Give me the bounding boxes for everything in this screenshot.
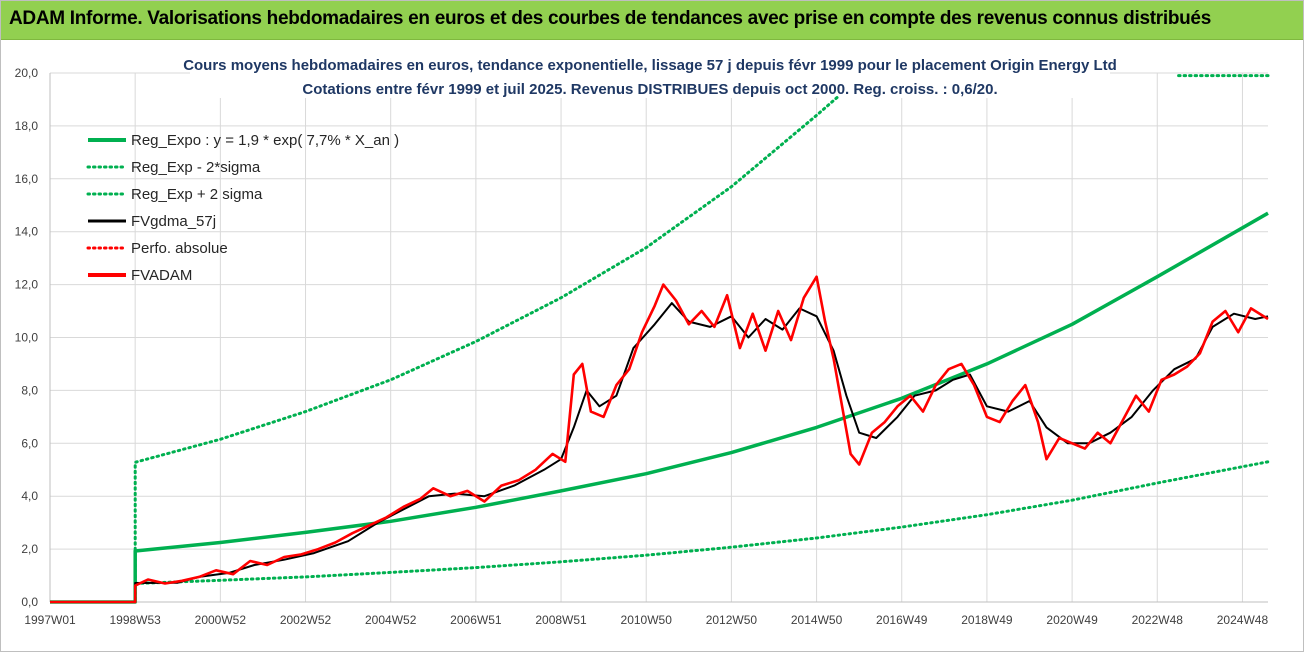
legend-label-perfo-absolue: Perfo. absolue bbox=[131, 240, 228, 257]
x-tick-label: 2020W49 bbox=[1046, 613, 1098, 627]
y-tick-label: 12,0 bbox=[15, 278, 39, 292]
series-line-fvgdma-57j bbox=[50, 302, 1269, 603]
chart-subtitle-line1: Cours moyens hebdomadaires en euros, ten… bbox=[183, 57, 1117, 74]
x-tick-label: 2006W51 bbox=[450, 613, 502, 627]
y-tick-label: 4,0 bbox=[21, 489, 38, 503]
x-tick-label: 2018W49 bbox=[961, 613, 1013, 627]
x-tick-label: 2016W49 bbox=[876, 613, 928, 627]
series-line-fvadam bbox=[50, 275, 1269, 604]
x-tick-label: 2010W50 bbox=[621, 613, 673, 627]
x-tick-label: 2024W48 bbox=[1217, 613, 1269, 627]
x-tick-label: 2004W52 bbox=[365, 613, 417, 627]
legend-label-reg-exp-2-sigma: Reg_Exp - 2*sigma bbox=[131, 159, 261, 176]
legend-label-reg-expo-y-1-9-exp-7-7-x-an: Reg_Expo : y = 1,9 * exp( 7,7% * X_an ) bbox=[131, 132, 399, 149]
series-line-reg-expo-y-1-9-exp-7-7-x-an bbox=[50, 211, 1269, 604]
y-tick-label: 14,0 bbox=[15, 225, 39, 239]
y-tick-label: 18,0 bbox=[15, 119, 39, 133]
y-tick-label: 20,0 bbox=[15, 66, 39, 80]
x-tick-label: 2022W48 bbox=[1132, 613, 1184, 627]
page-title: ADAM Informe. Valorisations hebdomadaire… bbox=[9, 8, 1211, 29]
x-tick-label: 2012W50 bbox=[706, 613, 758, 627]
subtitle-background bbox=[190, 52, 1110, 98]
legend-label-reg-exp-2-sigma: Reg_Exp + 2 sigma bbox=[131, 186, 263, 203]
x-tick-label: 1998W53 bbox=[109, 613, 161, 627]
y-tick-label: 16,0 bbox=[15, 172, 39, 186]
y-tick-label: 10,0 bbox=[15, 331, 39, 345]
x-tick-label: 2002W52 bbox=[280, 613, 332, 627]
x-tick-label: 2008W51 bbox=[535, 613, 587, 627]
x-tick-label: 1997W01 bbox=[24, 613, 76, 627]
x-tick-label: 2014W50 bbox=[791, 613, 843, 627]
legend-label-fvadam: FVADAM bbox=[131, 267, 192, 284]
x-tick-label: 2000W52 bbox=[195, 613, 247, 627]
header-banner: ADAM Informe. Valorisations hebdomadaire… bbox=[1, 1, 1303, 40]
y-tick-label: 8,0 bbox=[21, 383, 38, 397]
y-tick-label: 0,0 bbox=[21, 595, 38, 609]
legend-label-fvgdma-57j: FVgdma_57j bbox=[131, 213, 216, 230]
series-line-reg-exp-2-sigma bbox=[50, 95, 840, 604]
series-line-reg-exp-2-sigma bbox=[50, 460, 1270, 604]
y-tick-label: 6,0 bbox=[21, 436, 38, 450]
chart-subtitle-line2: Cotations entre févr 1999 et juil 2025. … bbox=[302, 81, 997, 98]
series-group bbox=[50, 74, 1270, 604]
y-tick-label: 2,0 bbox=[21, 542, 38, 556]
